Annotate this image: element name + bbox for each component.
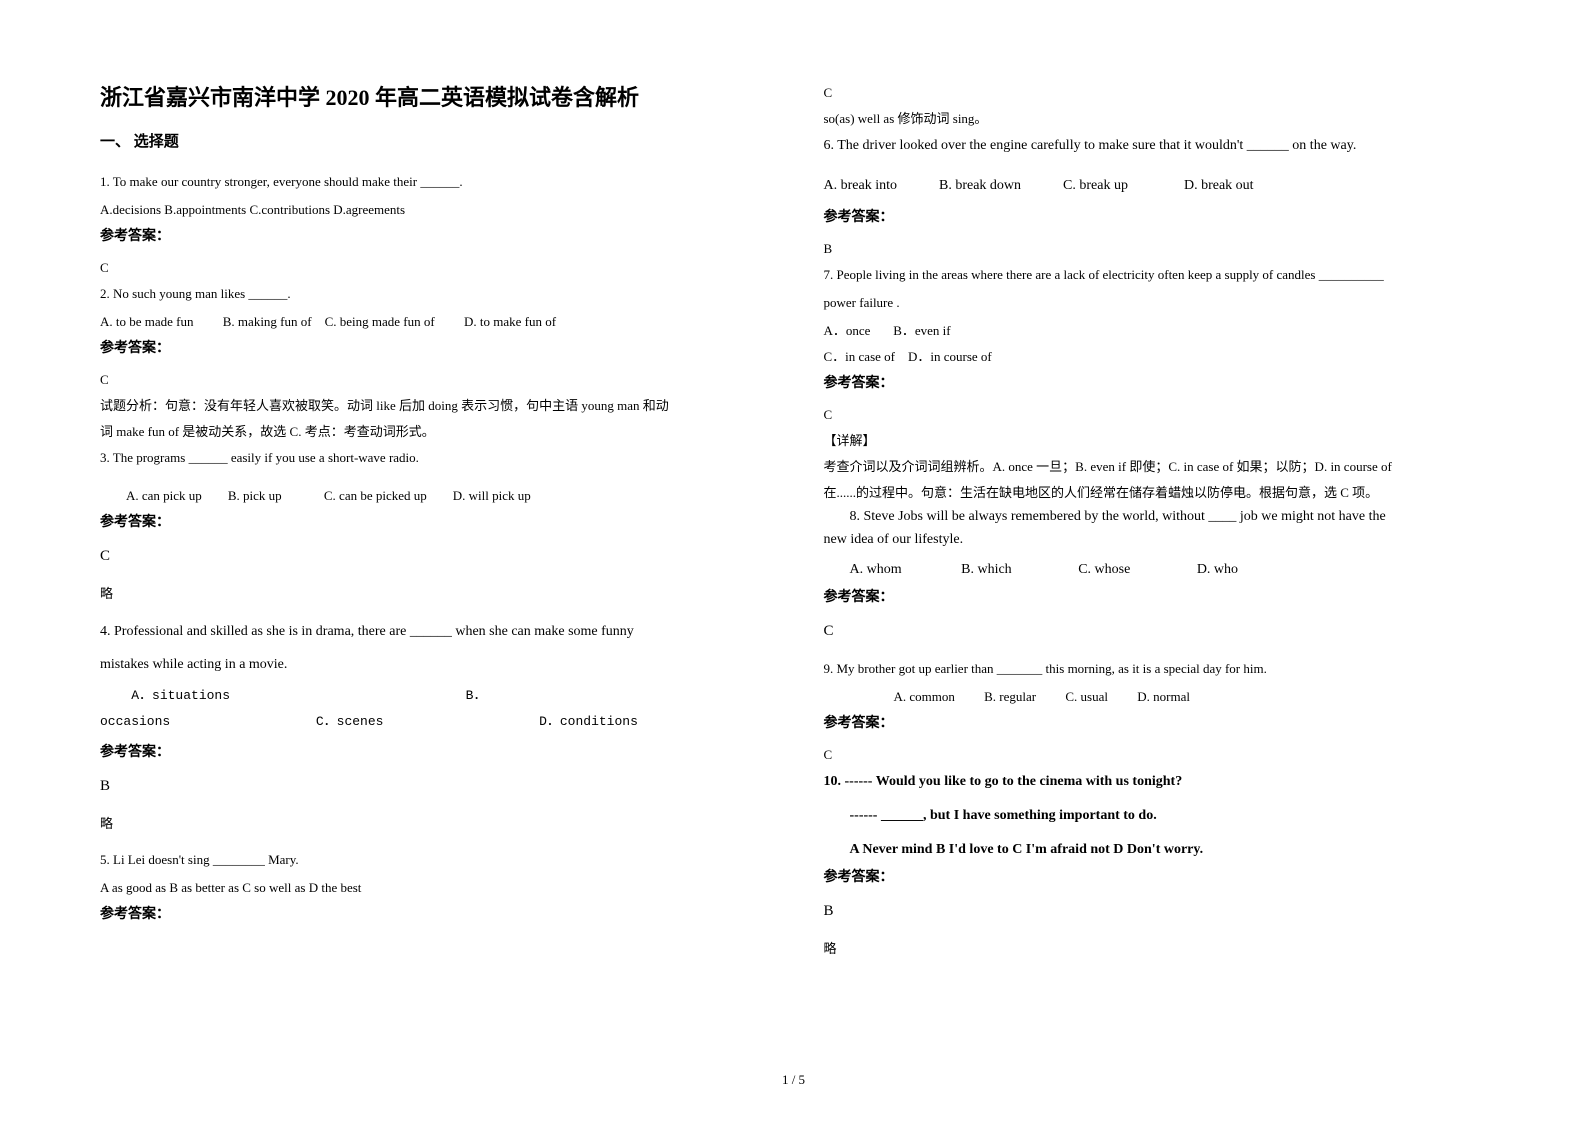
q3-options: A. can pick up B. pick up C. can be pick… [100,483,764,509]
q4-optD: D．conditions [539,714,638,729]
q7-detail: 【详解】 [824,428,1488,454]
left-column: 浙江省嘉兴市南洋中学 2020 年高二英语模拟试卷含解析 一、 选择题 1. T… [100,80,764,962]
q4-ans-label: 参考答案： [100,739,764,767]
q2-optA: A. to be made fun [100,314,194,329]
q10-text1: 10. ------ Would you like to go to the c… [824,768,1488,796]
q2-exp1: 试题分析：句意：没有年轻人喜欢被取笑。动词 like 后加 doing 表示习惯… [100,393,764,419]
q10-omit: 略 [824,936,1488,962]
q1-ans: C [100,255,764,281]
q3-ans: C [100,541,764,571]
q3-optC: C. can be picked up [324,488,427,503]
q7-exp1: 考查介词以及介词词组辨析。A. once 一旦；B. even if 即使；C.… [824,454,1488,480]
q7-ans-label: 参考答案： [824,370,1488,398]
q7-ans: C [824,402,1488,428]
q6-opts: A. break into B. break down C. break up … [824,172,1488,200]
q5-opts: A as good as B as better as C so well as… [100,875,764,901]
q8-optA: A. whom [850,562,902,577]
q5-exp: so(as) well as 修饰动词 sing。 [824,106,1488,132]
q3-ans-label: 参考答案： [100,509,764,537]
q5-text: 5. Li Lei doesn't sing ________ Mary. [100,847,764,873]
q3-text: 3. The programs ______ easily if you use… [100,445,764,471]
q7-optD: D．in course of [908,349,992,364]
q3-optD: D. will pick up [453,488,531,503]
q4-ans: B [100,771,764,801]
q4-text2: mistakes while acting in a movie. [100,650,764,681]
q4-opts-row1: A．situations B． [100,683,764,709]
right-column: C so(as) well as 修饰动词 sing。 6. The drive… [824,80,1488,962]
q1-text: 1. To make our country stronger, everyon… [100,169,764,195]
q1-options: A.decisions B.appointments C.contributio… [100,197,764,223]
q7-opts-row1: A．once B．even if [824,318,1488,344]
q8-ans: C [824,616,1488,646]
q6-text: 6. The driver looked over the engine car… [824,132,1488,160]
q10-ans: B [824,896,1488,926]
q10-opts: A Never mind B I'd love to C I'm afraid … [824,836,1488,864]
q8-optC: C. whose [1078,562,1130,577]
q8-ans-label: 参考答案： [824,584,1488,612]
q2-exp2: 词 make fun of 是被动关系，故选 C. 考点：考查动词形式。 [100,419,764,445]
q9-text: 9. My brother got up earlier than ______… [824,656,1488,682]
q3-optA: A. can pick up [126,488,202,503]
q4-optB: B． [466,688,487,703]
section-heading: 一、 选择题 [100,130,764,151]
q10-ans-label: 参考答案： [824,864,1488,892]
page-footer: 1 / 5 [0,1072,1587,1088]
q4-text1: 4. Professional and skilled as she is in… [100,617,764,648]
q3-omit: 略 [100,581,764,607]
q6-ans: B [824,236,1488,262]
q7-exp2: 在......的过程中。句意：生活在缺电地区的人们经常在储存着蜡烛以防停电。根据… [824,480,1488,506]
q2-optC: C. being made fun of [325,314,435,329]
q9-ans: C [824,742,1488,768]
q6-optD: D. break out [1184,178,1254,193]
q9-optB: B. regular [984,689,1036,704]
q7-optA: A．once [824,323,871,338]
q7-opts-row2: C．in case of D．in course of [824,344,1488,370]
q9-opts: A. common B. regular C. usual D. normal [824,684,1488,710]
q4-optA: A．situations [131,688,230,703]
q1-ans-label: 参考答案： [100,223,764,251]
q5-ans: C [824,80,1488,106]
q4-optC: C．scenes [316,714,384,729]
q2-ans-label: 参考答案： [100,335,764,363]
q6-ans-label: 参考答案： [824,204,1488,232]
q8-optD: D. who [1197,562,1238,577]
q7-optB: B．even if [893,323,950,338]
q2-optB: B. making fun of [223,314,312,329]
q4-optB2: occasions [100,714,170,729]
q8-text1: 8. Steve Jobs will be always remembered … [824,506,1488,527]
q6-optC: C. break up [1063,178,1128,193]
q7-text1: 7. People living in the areas where ther… [824,262,1488,288]
q2-text: 2. No such young man likes ______. [100,281,764,307]
q6-optB: B. break down [939,178,1021,193]
q8-text2: new idea of our lifestyle. [824,529,1488,550]
q3-optB: B. pick up [228,488,282,503]
doc-title: 浙江省嘉兴市南洋中学 2020 年高二英语模拟试卷含解析 [100,80,764,112]
q7-optC: C．in case of [824,349,895,364]
q9-optC: C. usual [1065,689,1108,704]
q5-ans-label: 参考答案： [100,901,764,929]
q9-optD: D. normal [1137,689,1190,704]
q2-optD: D. to make fun of [464,314,556,329]
q6-optA: A. break into [824,178,897,193]
q10-text2: ------ ______, but I have something impo… [824,802,1488,830]
q8-opts: A. whom B. which C. whose D. who [824,556,1488,584]
q2-options: A. to be made fun B. making fun of C. be… [100,309,764,335]
q4-opts-row2: occasions C．scenes D．conditions [100,709,764,735]
q8-optB: B. which [961,562,1012,577]
q9-optA: A. common [894,689,955,704]
q2-ans: C [100,367,764,393]
q7-text2: power failure . [824,290,1488,316]
q9-ans-label: 参考答案： [824,710,1488,738]
q4-omit: 略 [100,811,764,837]
